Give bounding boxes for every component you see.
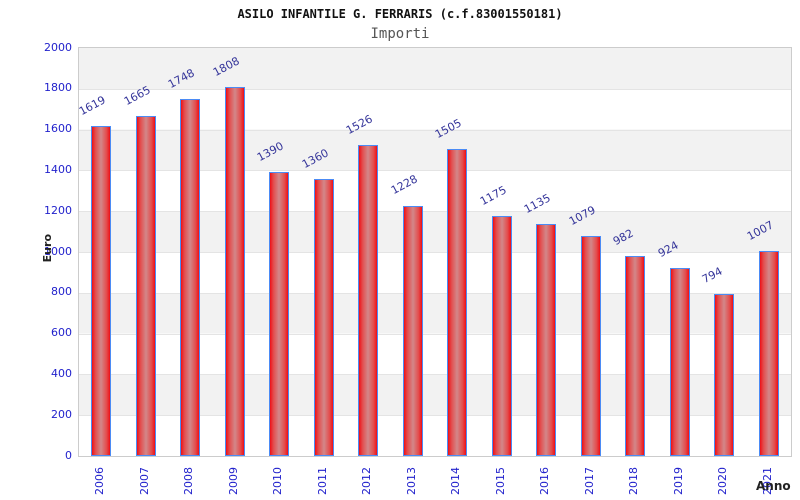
bar-value-label: 1619 bbox=[77, 93, 108, 118]
x-tick-label: 2017 bbox=[582, 467, 596, 495]
x-tick-label: 2014 bbox=[449, 467, 463, 495]
bar-value-label: 924 bbox=[655, 238, 681, 260]
x-tick-label: 2018 bbox=[627, 467, 641, 495]
gridline bbox=[79, 333, 791, 335]
y-tick-label: 200 bbox=[51, 407, 72, 421]
bar-value-label: 1360 bbox=[299, 145, 331, 171]
bar-value-label: 794 bbox=[700, 264, 725, 287]
x-tick-label: 2007 bbox=[137, 467, 151, 495]
bar-value-label: 1007 bbox=[744, 217, 776, 243]
y-axis-title: Euro bbox=[41, 234, 54, 263]
gridline bbox=[79, 88, 791, 90]
bar-2016 bbox=[536, 224, 557, 456]
x-tick-label: 2015 bbox=[493, 467, 507, 495]
bar-2010 bbox=[269, 172, 290, 456]
y-tick-label: 2000 bbox=[44, 40, 72, 54]
bar-2008 bbox=[180, 99, 201, 456]
x-tick-label: 2019 bbox=[671, 467, 685, 495]
y-axis-tick-labels: 2000 1800 1600 1400 1200 1000 800 600 400 200 0 bbox=[0, 41, 72, 462]
bar-value-label: 1175 bbox=[477, 183, 509, 209]
gridline bbox=[79, 252, 791, 253]
x-tick-label: 2009 bbox=[226, 467, 240, 495]
bar-2014 bbox=[447, 148, 468, 456]
x-tick-label: 2011 bbox=[315, 467, 329, 495]
y-tick-label: 600 bbox=[51, 326, 72, 340]
y-tick-label: 1400 bbox=[44, 162, 72, 176]
bar-2013 bbox=[402, 205, 423, 456]
bar-value-label: 1228 bbox=[388, 172, 420, 198]
x-axis-tick-labels: 2006 2007 2008 2009 2010 2011 2012 2013 2014 2015… bbox=[78, 461, 790, 499]
gridline bbox=[79, 170, 791, 172]
bar-value-label: 1526 bbox=[344, 112, 375, 137]
bar-2019 bbox=[669, 267, 690, 456]
gridline bbox=[79, 415, 791, 417]
x-tick-label: 2020 bbox=[716, 467, 730, 495]
bar-value-label: 1808 bbox=[210, 54, 242, 80]
x-tick-label: 2006 bbox=[93, 467, 107, 495]
bar-2011 bbox=[313, 178, 334, 456]
gridline bbox=[79, 211, 791, 213]
bar-value-label: 1135 bbox=[522, 191, 553, 217]
chart-subtitle: Importi bbox=[370, 26, 430, 42]
x-tick-label: 2016 bbox=[538, 467, 552, 495]
y-tick-label: 1600 bbox=[44, 122, 72, 136]
chart-title: ASILO INFANTILE G. FERRARIS (c.f.8300155… bbox=[237, 7, 563, 21]
bar-2017 bbox=[580, 235, 601, 456]
x-tick-label: 2008 bbox=[182, 467, 196, 495]
bar-value-label: 1505 bbox=[433, 116, 464, 141]
bar-2018 bbox=[625, 255, 646, 456]
bar-2012 bbox=[358, 144, 379, 456]
gridline bbox=[79, 374, 791, 376]
y-tick-label: 0 bbox=[65, 448, 72, 462]
y-tick-label: 400 bbox=[51, 366, 72, 380]
bar-value-label: 982 bbox=[611, 226, 636, 248]
y-tick-label: 800 bbox=[51, 285, 72, 299]
x-tick-label: 2010 bbox=[271, 467, 285, 495]
bar-2007 bbox=[135, 116, 156, 456]
y-tick-label: 1800 bbox=[44, 81, 72, 95]
x-tick-label: 2012 bbox=[360, 467, 374, 495]
y-tick-label: 1000 bbox=[44, 244, 72, 258]
x-tick-label: 2013 bbox=[404, 467, 418, 495]
bar-2006 bbox=[91, 125, 112, 456]
bar-2009 bbox=[224, 87, 245, 456]
plot-area: 1619 1665 1748 1808 1390 1360 1526 1228 1505 1175… bbox=[77, 47, 792, 457]
bar-2015 bbox=[491, 216, 512, 456]
gridline bbox=[79, 292, 791, 294]
y-tick-label: 1200 bbox=[44, 203, 72, 217]
gridline bbox=[79, 129, 791, 131]
bar-value-label: 1390 bbox=[255, 139, 286, 165]
bar-value-label: 1079 bbox=[566, 203, 598, 228]
bar-2021 bbox=[758, 250, 779, 456]
bar-2020 bbox=[714, 294, 735, 456]
x-axis-title: Anno bbox=[756, 479, 791, 493]
